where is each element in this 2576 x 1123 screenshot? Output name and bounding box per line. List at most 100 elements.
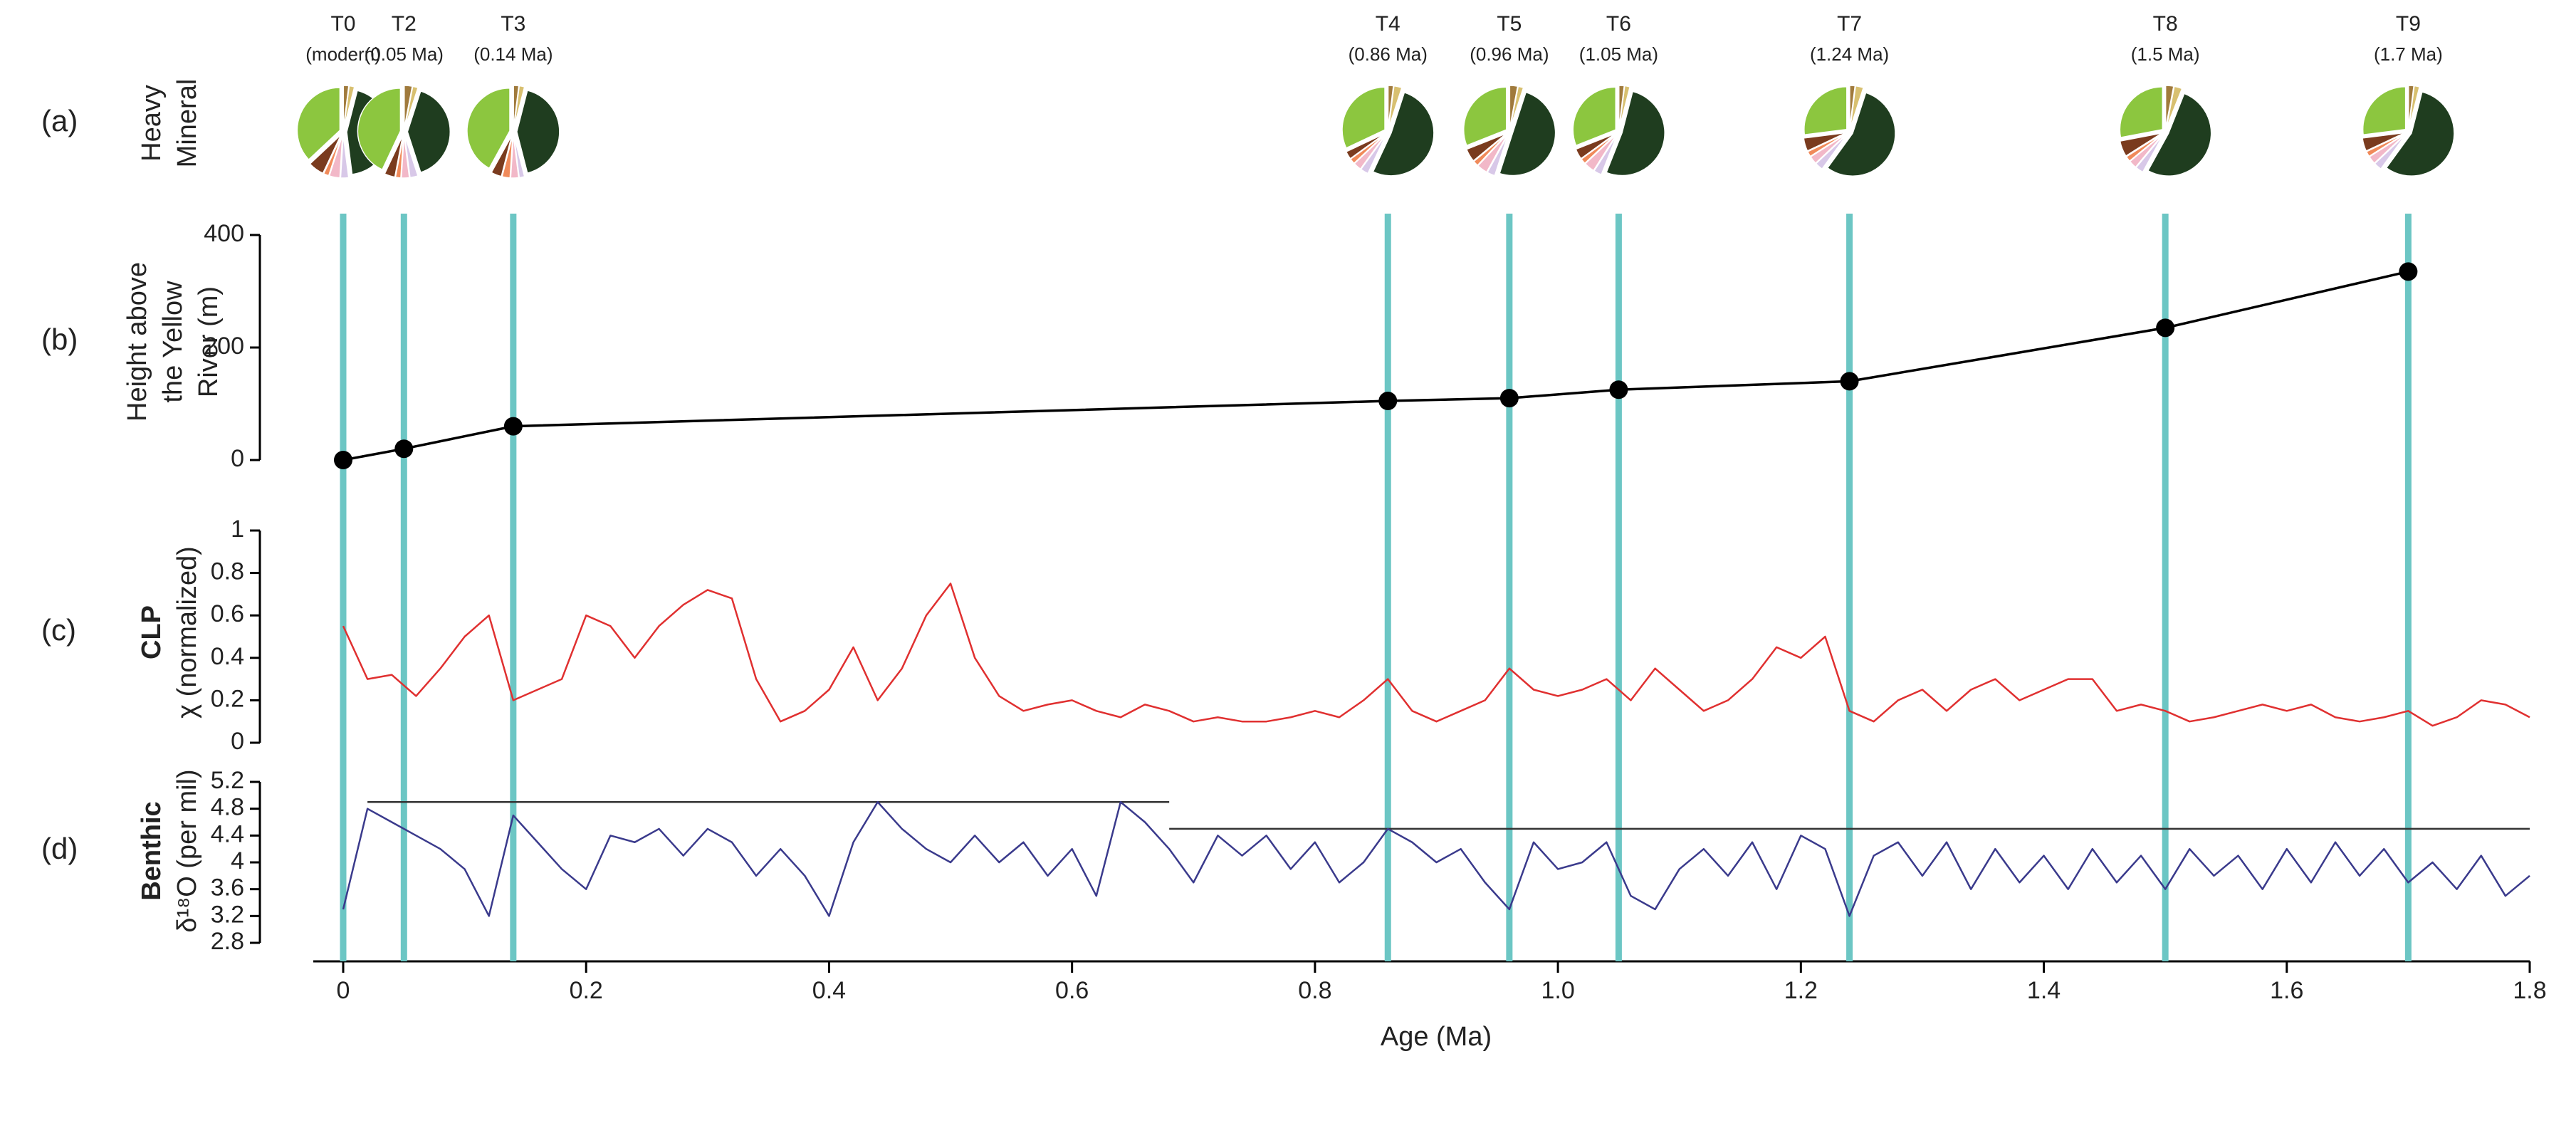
pie-slice xyxy=(1849,85,1856,129)
pie-slice xyxy=(1575,132,1616,160)
pie-age: (0.96 Ma) xyxy=(1470,43,1549,65)
pie-age: (1.24 Ma) xyxy=(1810,43,1889,65)
pie-slice xyxy=(394,135,404,179)
pie-slice xyxy=(407,90,451,174)
y-tick-label: 1 xyxy=(231,516,244,543)
y-tick-label: 0.4 xyxy=(211,643,244,670)
pie-age: (1.7 Ma) xyxy=(2374,43,2443,65)
pie-slice xyxy=(343,85,355,129)
pie-slice xyxy=(1826,92,1896,177)
pie-slice xyxy=(2365,132,2406,157)
y-axis-label: Mineral xyxy=(172,79,202,168)
x-tick-label: 1.0 xyxy=(1541,977,1574,1004)
pie-slice xyxy=(1486,135,1509,177)
panel-label: (c) xyxy=(41,613,76,647)
pie-slice xyxy=(1372,91,1435,177)
x-tick-label: 0.2 xyxy=(570,977,603,1004)
pie-slice xyxy=(501,135,513,179)
pie-slice xyxy=(1593,135,1618,176)
y-tick-label: 3.2 xyxy=(211,901,244,928)
y-axis-label: Heavy xyxy=(137,85,167,162)
pie-slice xyxy=(2129,133,2164,168)
pie-slice xyxy=(1806,132,1847,157)
pie-slice xyxy=(1815,134,1848,170)
pie-age: (0.86 Ma) xyxy=(1349,43,1428,65)
data-point xyxy=(1499,389,1519,408)
pie-slice xyxy=(2374,134,2407,170)
data-point xyxy=(2399,262,2418,281)
y-tick-label: 200 xyxy=(204,333,244,360)
pie-slice xyxy=(1809,133,1848,164)
pie-slice xyxy=(1509,85,1524,129)
pie-title: T3 xyxy=(501,12,525,36)
pie-slice xyxy=(2125,133,2163,162)
pie-slice xyxy=(2135,134,2164,173)
y-tick-label: 0.8 xyxy=(211,558,244,585)
pie-slice xyxy=(1606,90,1665,177)
data-point xyxy=(334,451,352,469)
pie-slice xyxy=(1572,86,1617,147)
y-tick-label: 4 xyxy=(231,847,244,874)
pie-slice xyxy=(1803,85,1848,136)
y-axis-label: χ (normalized) xyxy=(172,546,202,719)
pie-age: (modern) xyxy=(305,43,380,65)
pie-slice xyxy=(1509,85,1519,129)
pie-slice xyxy=(309,134,342,174)
pie-slice xyxy=(1354,134,1386,170)
pie-slice xyxy=(404,135,419,179)
pie-slice xyxy=(510,135,520,179)
pie-slice xyxy=(2164,85,2174,129)
y-tick-label: 4.4 xyxy=(211,820,244,847)
pie-slice xyxy=(1580,133,1617,164)
pie-slice xyxy=(1465,132,1507,162)
y-tick-label: 0.6 xyxy=(211,600,244,627)
y-tick-label: 2.8 xyxy=(211,928,244,955)
data-line xyxy=(342,270,2409,461)
y-tick-label: 4.8 xyxy=(211,794,244,821)
x-axis-label: Age (Ma) xyxy=(1381,1022,1492,1052)
data-point xyxy=(503,417,523,436)
pie-title: T6 xyxy=(1606,12,1631,36)
pie-slice xyxy=(404,85,413,129)
pie-slice xyxy=(2362,85,2407,136)
y-tick-label: 0 xyxy=(231,728,244,755)
x-tick-label: 1.6 xyxy=(2270,977,2303,1004)
pie-slice xyxy=(1341,86,1386,149)
pie-slice xyxy=(404,85,419,129)
y-axis-label: CLP xyxy=(137,605,167,659)
pie-slice xyxy=(516,89,560,174)
panel-label: (a) xyxy=(41,104,78,137)
data-line xyxy=(342,801,2530,917)
pie-slice xyxy=(466,88,511,169)
y-tick-label: 400 xyxy=(204,220,244,247)
pie-slice xyxy=(1388,85,1403,129)
pie-slice xyxy=(1360,134,1387,174)
pie-slice xyxy=(1849,85,1865,129)
x-tick-label: 0.8 xyxy=(1298,977,1331,1004)
pie-title: T4 xyxy=(1376,12,1400,36)
x-tick-label: 0.6 xyxy=(1055,977,1089,1004)
x-tick-label: 0.4 xyxy=(812,977,846,1004)
pie-slice xyxy=(384,135,404,178)
panel-label: (d) xyxy=(41,832,78,865)
y-axis-label: Height above xyxy=(122,262,152,422)
pie-age: (1.5 Ma) xyxy=(2131,43,2200,65)
pie-title: T9 xyxy=(2396,12,2421,36)
pie-slice xyxy=(2147,93,2212,177)
pie-slice xyxy=(328,135,343,179)
pie-slice xyxy=(296,87,341,161)
pie-age: (0.05 Ma) xyxy=(365,43,444,65)
data-point xyxy=(1609,380,1628,399)
pie-slice xyxy=(513,135,525,179)
panel-label: (b) xyxy=(41,323,78,356)
y-axis-label: Benthic xyxy=(137,801,167,900)
data-point xyxy=(2156,318,2175,338)
pie-title: T0 xyxy=(330,12,355,36)
data-line xyxy=(342,583,2530,727)
x-tick-label: 0 xyxy=(337,977,350,1004)
data-point xyxy=(1840,372,1859,391)
pie-slice xyxy=(340,135,350,179)
pie-slice xyxy=(1472,133,1507,167)
pie-slice xyxy=(1387,85,1394,129)
